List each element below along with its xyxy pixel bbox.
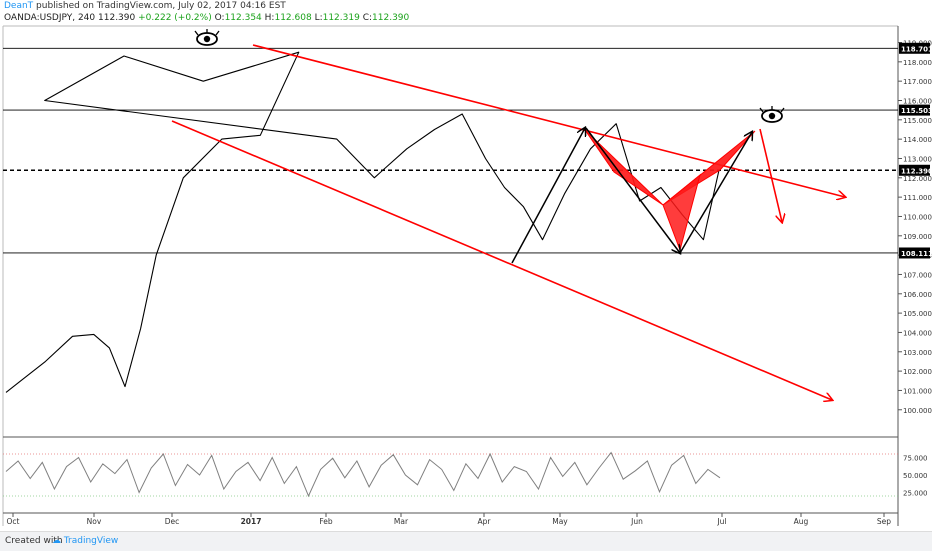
- pattern-triangle-left: [584, 129, 664, 206]
- y-tick-label: 116.000: [903, 97, 932, 105]
- close-value: 112.390: [372, 13, 410, 23]
- x-tick-label: Sep: [877, 517, 891, 526]
- horizontal-levels: 118.701 115.503 112.390 108.111: [3, 42, 932, 259]
- x-tick-label: Aug: [794, 517, 809, 526]
- open-value: 112.354: [224, 13, 262, 23]
- x-tick-label: Dec: [165, 517, 180, 526]
- price-tag-label: 108.111: [901, 250, 932, 258]
- impulse-up-arrow[interactable]: [511, 128, 585, 264]
- y-tick-label: 112.000: [903, 175, 932, 183]
- publish-info: DeanT published on TradingView.com, July…: [4, 1, 286, 11]
- price-tag: [899, 104, 930, 116]
- y-tick-label: 100.000: [903, 407, 932, 415]
- x-tick-label: Jul: [716, 517, 726, 526]
- y-tick-label: 118.000: [903, 59, 932, 67]
- high-value: 112.608: [274, 13, 312, 23]
- y-tick-label: 104.000: [903, 329, 932, 337]
- impulse-down-arrow[interactable]: [585, 127, 680, 253]
- projection-arrow-down[interactable]: [759, 128, 782, 222]
- low-label: L:: [314, 13, 323, 23]
- price-tag-label: 115.503: [901, 107, 932, 115]
- price-series: [5, 51, 720, 393]
- pattern-triangle-mid: [662, 173, 701, 252]
- y-tick-label: 103.000: [903, 349, 932, 357]
- published-text: published on TradingView.com, July 02, 2…: [33, 1, 286, 11]
- y-tick-label: 111.000: [903, 194, 932, 202]
- osc-tick-label: 50.000: [903, 472, 928, 480]
- created-with-label: Created with: [5, 536, 63, 546]
- main-pane-border: [2, 25, 899, 526]
- footer-bar: Created with ☁ TradingView: [0, 531, 932, 551]
- cloud-icon: ☁: [52, 536, 64, 546]
- x-tick-label: Jun: [630, 517, 643, 526]
- osc-tick-label: 75.000: [903, 455, 928, 463]
- x-tick-label: Apr: [478, 517, 492, 526]
- trendlines[interactable]: [171, 44, 845, 400]
- y-tick-label: 115.000: [903, 117, 932, 125]
- x-tick-label: 2017: [241, 517, 262, 526]
- rsi-series: [3, 451, 898, 498]
- impulse-final-arrow[interactable]: [679, 132, 752, 254]
- tradingview-logo[interactable]: ☁ TradingView: [52, 536, 118, 546]
- x-tick-label: Feb: [319, 517, 333, 526]
- y-tick-label: 113.000: [903, 155, 932, 163]
- oscillator-axis[interactable]: 75.000 50.000 25.000: [903, 455, 928, 498]
- channel-upper-line[interactable]: [252, 44, 845, 197]
- price-axis[interactable]: 119.000118.000117.000116.000115.000114.0…: [898, 40, 932, 415]
- open-label: O:: [214, 13, 225, 23]
- price-tag: [899, 247, 930, 259]
- low-value: 112.319: [322, 13, 360, 23]
- x-tick-label: Nov: [87, 517, 102, 526]
- eye-marker-top-icon[interactable]: [194, 29, 220, 46]
- eye-marker-target-icon[interactable]: [759, 106, 785, 123]
- y-tick-label: 114.000: [903, 136, 932, 144]
- channel-lower-line[interactable]: [171, 120, 832, 400]
- price-change: +0.222 (+0.2%): [138, 13, 212, 23]
- symbol-label[interactable]: OANDA:USDJPY, 240: [4, 13, 96, 23]
- bat-pattern[interactable]: [584, 129, 756, 252]
- rsi-line: [5, 451, 721, 498]
- chart-canvas[interactable]: 119.000118.000117.000116.000115.000114.0…: [0, 0, 932, 531]
- y-tick-label: 117.000: [903, 78, 932, 86]
- x-tick-label: Oct: [7, 517, 20, 526]
- close-label: C:: [362, 13, 373, 23]
- author-link[interactable]: DeanT: [4, 1, 34, 11]
- y-tick-label: 101.000: [903, 387, 932, 395]
- last-price: 112.390: [98, 13, 136, 23]
- y-tick-label: 102.000: [903, 368, 932, 376]
- impulse-arrows[interactable]: [511, 127, 752, 264]
- tradingview-brand: TradingView: [63, 536, 119, 546]
- price-tag-label: 118.701: [901, 45, 932, 53]
- price-tag: [899, 42, 930, 54]
- price-line: [5, 51, 720, 393]
- price-tag-label: 112.390: [901, 167, 932, 175]
- y-tick-label: 110.000: [903, 213, 932, 221]
- y-tick-label: 106.000: [903, 291, 932, 299]
- time-axis[interactable]: Oct Nov Dec 2017 Feb Mar Apr May Jun Jul Aug Sep: [7, 513, 892, 526]
- x-tick-label: Mar: [394, 517, 409, 526]
- high-label: H:: [264, 13, 275, 23]
- symbol-legend: OANDA:USDJPY, 240 112.390 +0.222 (+0.2%)…: [4, 13, 409, 23]
- y-tick-label: 105.000: [903, 310, 932, 318]
- osc-tick-label: 25.000: [903, 490, 928, 498]
- y-tick-label: 107.000: [903, 271, 932, 279]
- x-tick-label: May: [552, 517, 568, 526]
- y-tick-label: 109.000: [903, 233, 932, 241]
- price-tag: [899, 164, 930, 176]
